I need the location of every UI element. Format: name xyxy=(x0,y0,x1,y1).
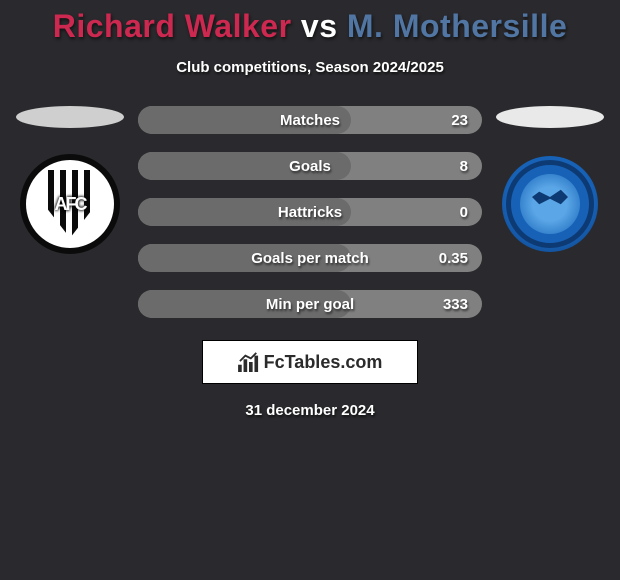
comparison-card: Richard Walker vs M. Mothersille Club co… xyxy=(0,0,620,419)
right-column xyxy=(490,106,610,254)
stat-bar: Min per goal 333 xyxy=(138,290,482,318)
left-column: AFC xyxy=(10,106,130,254)
title-player2: M. Mothersille xyxy=(347,8,567,44)
date-line: 31 december 2024 xyxy=(0,402,620,419)
stat-value-right: 333 xyxy=(443,296,468,313)
page-title: Richard Walker vs M. Mothersille xyxy=(0,8,620,45)
stats-column: Matches 23 Goals 8 Hattricks 0 Goals per match… xyxy=(138,106,482,318)
title-vs: vs xyxy=(301,8,338,44)
stat-label: Matches xyxy=(280,112,340,129)
stat-value-right: 8 xyxy=(460,158,468,175)
brand-text: FcTables.com xyxy=(264,352,383,373)
stat-label: Min per goal xyxy=(266,296,354,313)
stat-label: Goals xyxy=(289,158,331,175)
club-badge-right xyxy=(500,154,600,254)
left-oval-shadow xyxy=(16,106,124,128)
stat-label: Goals per match xyxy=(251,250,369,267)
stat-bar: Goals 8 xyxy=(138,152,482,180)
club-badge-left: AFC xyxy=(20,154,120,254)
brand-box[interactable]: FcTables.com xyxy=(202,340,418,384)
stat-value-right: 0.35 xyxy=(439,250,468,267)
stat-bar: Matches 23 xyxy=(138,106,482,134)
stat-value-right: 23 xyxy=(451,112,468,129)
stat-value-right: 0 xyxy=(460,204,468,221)
fctables-icon xyxy=(238,352,260,372)
subtitle: Club competitions, Season 2024/2025 xyxy=(0,59,620,76)
badge-right-inner xyxy=(520,174,580,234)
badge-left-letters: AFC xyxy=(55,194,86,215)
right-oval-shadow xyxy=(496,106,604,128)
main-row: AFC Matches 23 Goals 8 Hattricks 0 Goals per m… xyxy=(0,106,620,318)
stat-bar: Goals per match 0.35 xyxy=(138,244,482,272)
title-player1: Richard Walker xyxy=(53,8,292,44)
stat-bar: Hattricks 0 xyxy=(138,198,482,226)
stat-label: Hattricks xyxy=(278,204,342,221)
